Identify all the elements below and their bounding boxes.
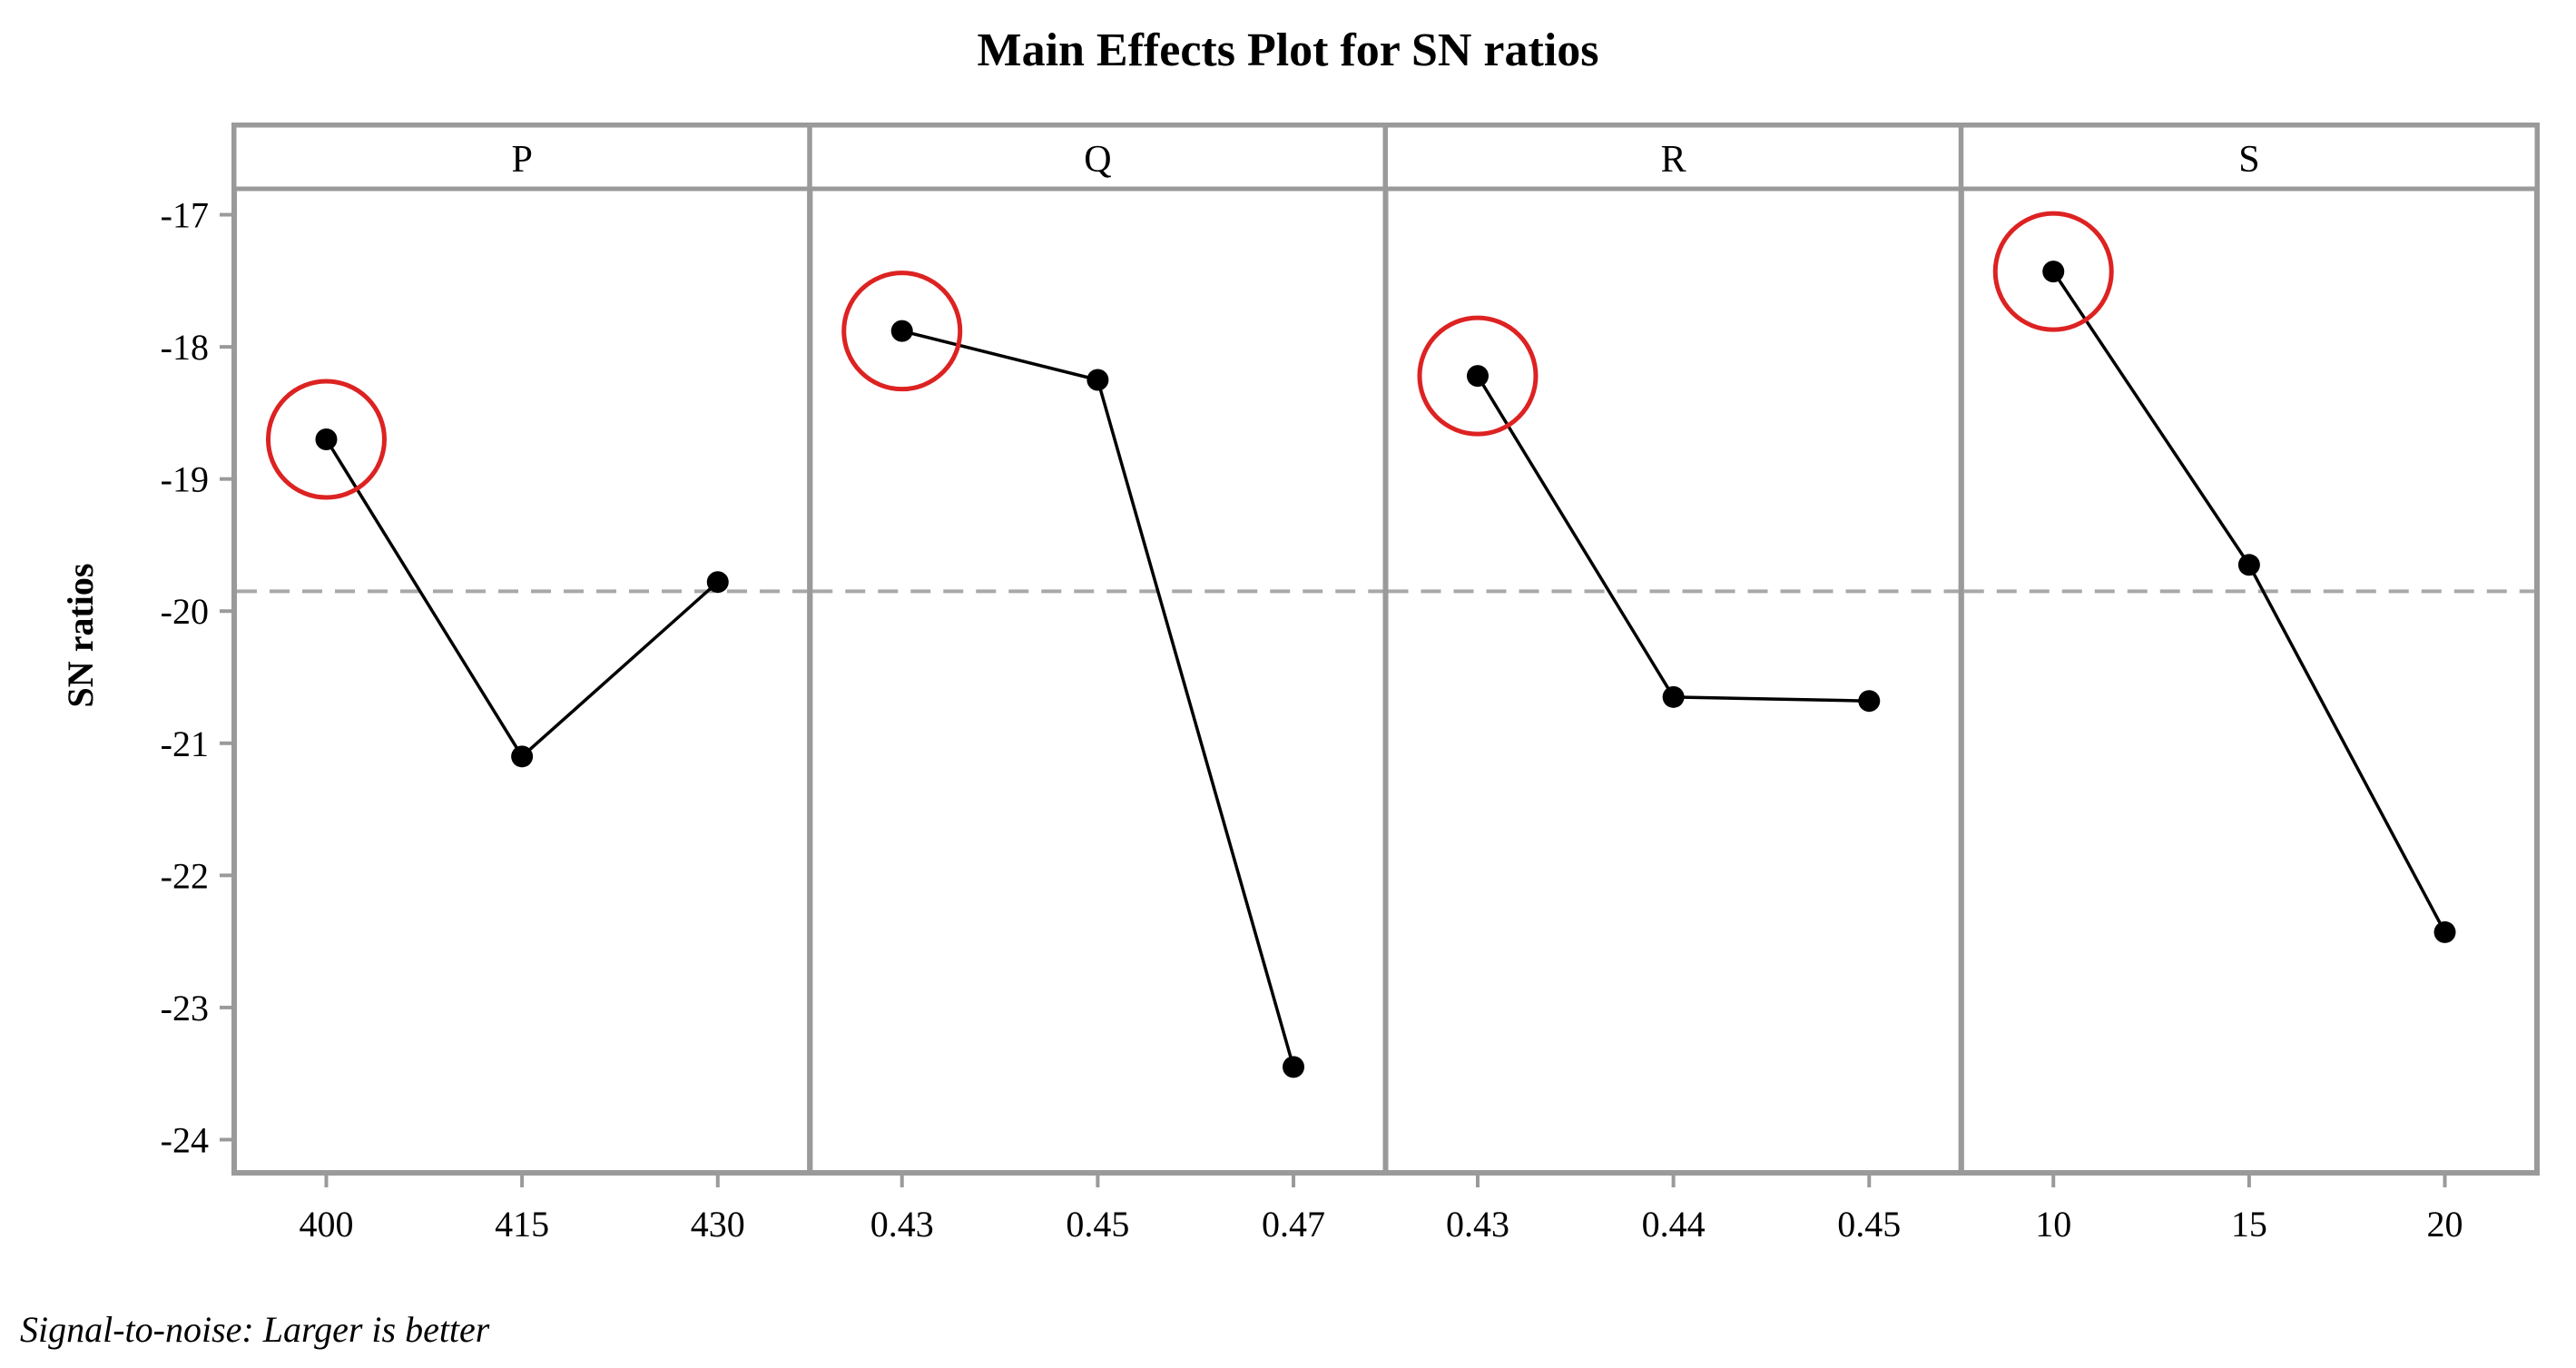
highlight-circle <box>1992 211 2114 332</box>
data-point <box>706 571 729 594</box>
footnote: Signal-to-noise: Larger is better <box>20 1309 490 1350</box>
panel-frame <box>1958 123 2540 1176</box>
data-point <box>890 320 913 342</box>
y-tick-label: -21 <box>161 723 209 764</box>
x-tick-label: 400 <box>299 1204 353 1245</box>
x-tick-label: 430 <box>691 1204 745 1245</box>
data-point <box>2433 920 2456 943</box>
data-point <box>2042 261 2065 283</box>
y-tick-label: -23 <box>161 988 209 1028</box>
series-line <box>901 329 1295 1068</box>
highlight-circle <box>1417 315 1539 437</box>
x-tick-label: 0.44 <box>1642 1204 1706 1245</box>
x-tick-label: 415 <box>495 1204 549 1245</box>
data-point <box>1086 369 1109 391</box>
x-tick-label: 20 <box>2427 1204 2463 1245</box>
y-tick-label: -24 <box>161 1119 209 1160</box>
panel-label: Q <box>1084 139 1111 181</box>
data-point <box>2237 554 2260 576</box>
panel-label: S <box>2238 139 2259 181</box>
data-point <box>1466 365 1489 388</box>
x-tick-label: 0.47 <box>1262 1204 1325 1245</box>
panel-frame <box>807 123 1389 1176</box>
highlight-circle <box>265 379 387 500</box>
panel-frame <box>1382 123 1964 1176</box>
panel-frame <box>231 123 813 1176</box>
panel-header <box>1383 123 1964 192</box>
y-tick-label: -22 <box>161 855 209 896</box>
data-point <box>1662 685 1685 708</box>
data-point <box>315 428 338 450</box>
y-tick-label: -20 <box>161 591 209 632</box>
x-tick-label: 0.45 <box>1066 1204 1129 1245</box>
series-line <box>2051 271 2447 933</box>
x-tick-label: 0.45 <box>1837 1204 1901 1245</box>
series-line <box>1476 375 1870 703</box>
chart-title: Main Effects Plot for SN ratios <box>977 25 1598 76</box>
panel-label: R <box>1661 139 1686 181</box>
highlight-circle <box>841 271 963 392</box>
y-tick-label: -18 <box>161 327 209 368</box>
y-tick-label: -17 <box>161 195 209 236</box>
x-tick-label: 0.43 <box>1446 1204 1509 1245</box>
panel-label: P <box>511 139 532 181</box>
panel-header <box>1959 123 2540 192</box>
data-point <box>511 745 534 768</box>
data-point <box>1858 690 1881 713</box>
data-point <box>1283 1056 1305 1078</box>
panel-header <box>231 123 812 192</box>
x-tick-label: 0.43 <box>870 1204 934 1245</box>
series-line <box>324 438 719 760</box>
y-axis-label: SN ratios <box>60 564 101 708</box>
panel-header <box>807 123 1388 192</box>
y-tick-label: -19 <box>161 459 209 500</box>
plot-area: -17 -18 -19 -20 -21 -22 -23 -24 P 400 415 430 Q 0.43 0… <box>161 123 2540 1245</box>
x-tick-label: 10 <box>2035 1204 2071 1245</box>
x-tick-label: 15 <box>2231 1204 2267 1245</box>
